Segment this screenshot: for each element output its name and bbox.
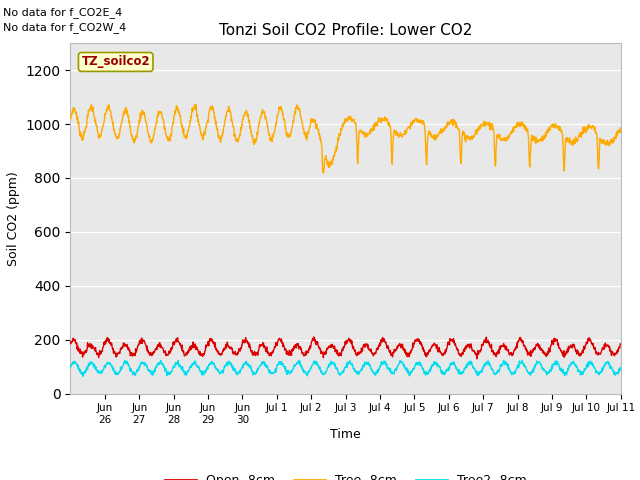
Text: TZ_soilco2: TZ_soilco2 [81, 56, 150, 69]
Text: No data for f_CO2E_4: No data for f_CO2E_4 [3, 7, 122, 18]
Legend: Open -8cm, Tree -8cm, Tree2 -8cm: Open -8cm, Tree -8cm, Tree2 -8cm [159, 469, 532, 480]
Title: Tonzi Soil CO2 Profile: Lower CO2: Tonzi Soil CO2 Profile: Lower CO2 [219, 23, 472, 38]
Text: No data for f_CO2W_4: No data for f_CO2W_4 [3, 22, 127, 33]
X-axis label: Time: Time [330, 428, 361, 441]
Y-axis label: Soil CO2 (ppm): Soil CO2 (ppm) [7, 171, 20, 266]
